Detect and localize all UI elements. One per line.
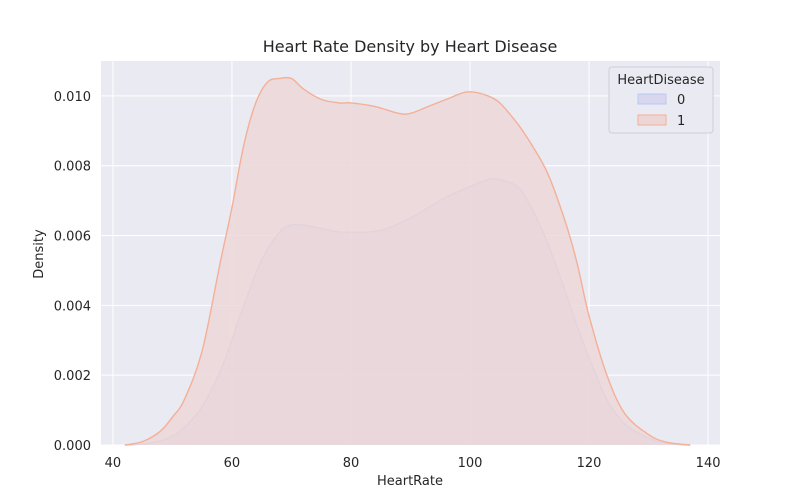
density-fill-series-1 <box>124 77 691 446</box>
x-tick-label: 140 <box>696 456 721 471</box>
legend-title: HeartDisease <box>617 73 704 88</box>
y-axis-label: Density <box>32 229 47 279</box>
y-tick-label: 0.002 <box>54 369 91 384</box>
density-line-series-1 <box>124 76 691 446</box>
x-axis-label: HeartRate <box>377 474 443 489</box>
y-tick-label: 0.000 <box>54 439 91 454</box>
legend-swatch-1 <box>637 114 667 126</box>
legend-label-1: 1 <box>677 114 685 129</box>
legend-swatch-0 <box>637 93 667 105</box>
x-tick-label: 40 <box>105 456 122 471</box>
x-axis-ticks: 40 60 80 100 120 140 <box>105 456 721 471</box>
legend-label-0: 0 <box>677 93 685 108</box>
x-tick-label: 80 <box>343 456 360 471</box>
x-tick-label: 60 <box>224 456 241 471</box>
chart-title: Heart Rate Density by Heart Disease <box>263 37 558 56</box>
y-tick-label: 0.006 <box>54 230 91 245</box>
density-areas <box>124 76 691 446</box>
legend: HeartDisease 0 1 <box>608 66 714 134</box>
y-tick-label: 0.008 <box>54 160 91 175</box>
y-axis-ticks: 0.000 0.002 0.004 0.006 0.008 0.010 <box>54 90 91 454</box>
x-tick-label: 120 <box>577 456 602 471</box>
y-tick-label: 0.010 <box>54 90 91 105</box>
x-tick-label: 100 <box>458 456 483 471</box>
y-tick-label: 0.004 <box>54 299 91 314</box>
